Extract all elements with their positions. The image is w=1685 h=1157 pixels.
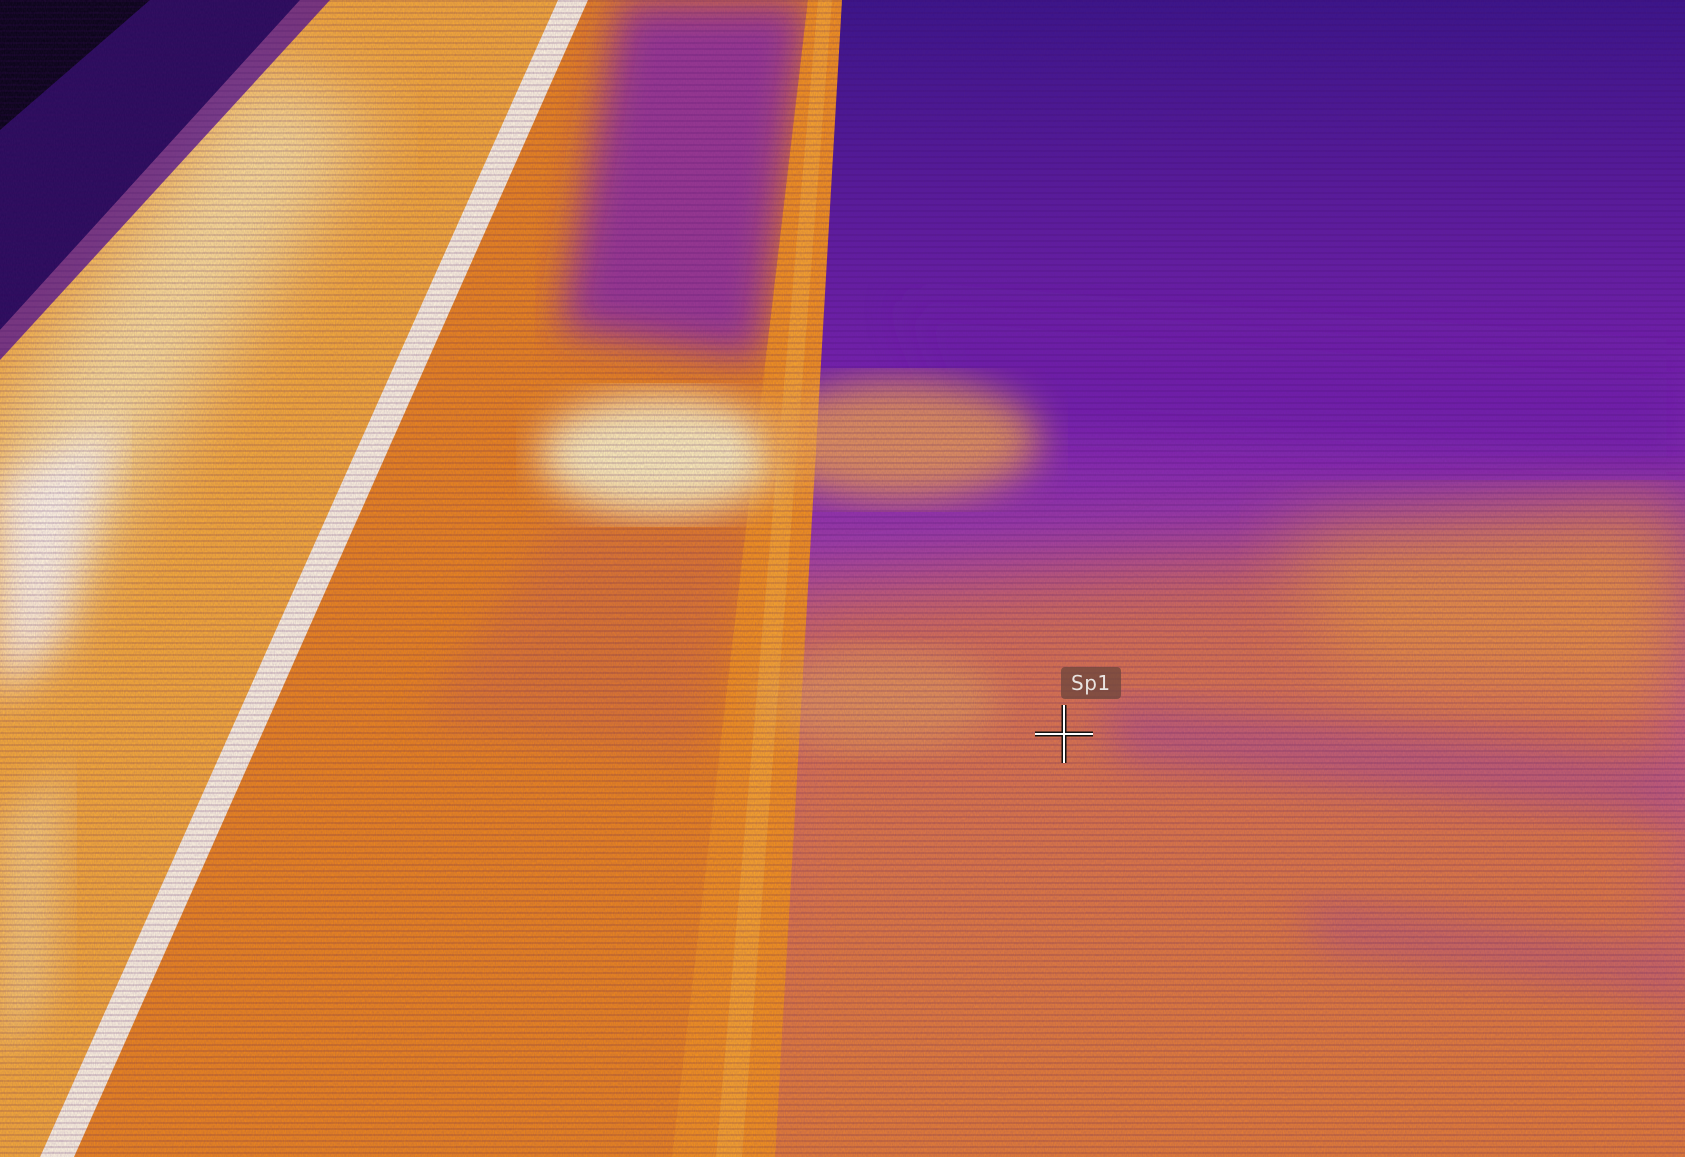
crosshair-icon[interactable] [1033, 703, 1095, 765]
spot-measurement-label: Sp1 [1061, 667, 1121, 699]
